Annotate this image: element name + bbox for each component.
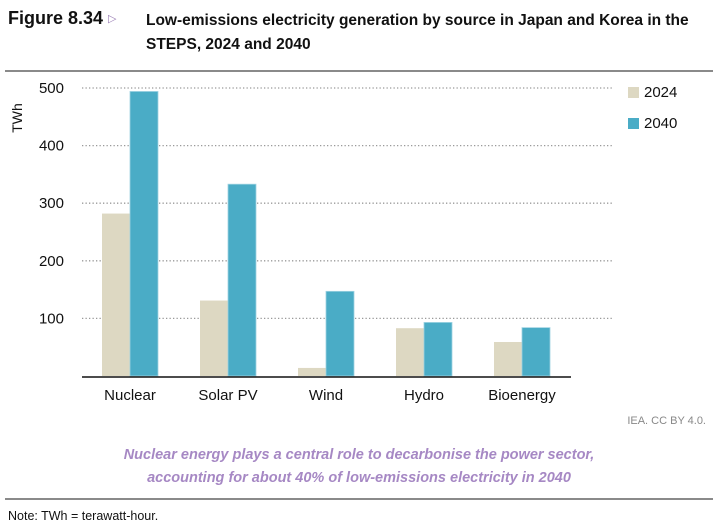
legend-swatch-2040 <box>628 118 639 129</box>
y-axis-label: TWh <box>9 103 25 133</box>
figure-number: Figure 8.34 <box>8 8 104 28</box>
legend-label-2024: 2024 <box>644 84 678 101</box>
credit-text: IEA. CC BY 4.0. <box>627 415 706 427</box>
bar-solar-pv-2040 <box>227 183 257 377</box>
y-axis-ticks: 100 200 300 400 500 <box>39 80 64 327</box>
y-tick-label-200: 200 <box>39 253 64 270</box>
y-tick-label-100: 100 <box>39 310 64 327</box>
takeaway-line-2: accounting for about 40% of low-emission… <box>147 470 571 486</box>
x-tick-label-hydro: Hydro <box>404 387 444 404</box>
gridlines <box>82 87 612 320</box>
takeaway-text: Nuclear energy plays a central role to d… <box>0 444 718 490</box>
figure-title: Low-emissions electricity generation by … <box>146 12 689 53</box>
x-tick-label-solar-pv: Solar PV <box>198 387 257 404</box>
bar-hydro-2024 <box>396 328 424 376</box>
takeaway-line-1: Nuclear energy plays a central role to d… <box>123 447 595 463</box>
x-tick-label-wind: Wind <box>309 387 343 404</box>
bars <box>102 91 551 377</box>
bar-nuclear-2024 <box>102 213 130 376</box>
legend-swatch-2024 <box>628 87 639 98</box>
legend-item-2040: 2040 <box>628 115 677 132</box>
x-tick-label-bioenergy: Bioenergy <box>488 387 556 404</box>
y-tick-label-500: 500 <box>39 80 64 97</box>
bar-bioenergy-2024 <box>494 342 522 376</box>
x-axis-ticks: Nuclear Solar PV Wind Hydro Bioenergy <box>104 387 556 404</box>
bar-solar-pv-2024 <box>200 300 228 376</box>
legend-label-2040: 2040 <box>644 115 678 132</box>
bar-wind-2040 <box>325 290 355 377</box>
y-tick-label-400: 400 <box>39 138 64 155</box>
bar-wind-2024 <box>298 367 326 376</box>
bar-bioenergy-2040 <box>521 327 551 377</box>
note-text: Note: TWh = terawatt-hour. <box>8 509 159 523</box>
x-tick-label-nuclear: Nuclear <box>104 387 156 404</box>
bar-chart: 100 200 300 400 500 TWh Nuclear Solar PV Wind H… <box>9 80 612 404</box>
header-divider <box>5 70 713 72</box>
bar-hydro-2040 <box>423 322 453 377</box>
triangle-right-icon: ▷ <box>108 13 117 25</box>
legend-item-2024: 2024 <box>628 84 677 101</box>
y-tick-label-300: 300 <box>39 195 64 212</box>
footer-divider <box>5 498 713 500</box>
bar-nuclear-2040 <box>129 91 159 377</box>
